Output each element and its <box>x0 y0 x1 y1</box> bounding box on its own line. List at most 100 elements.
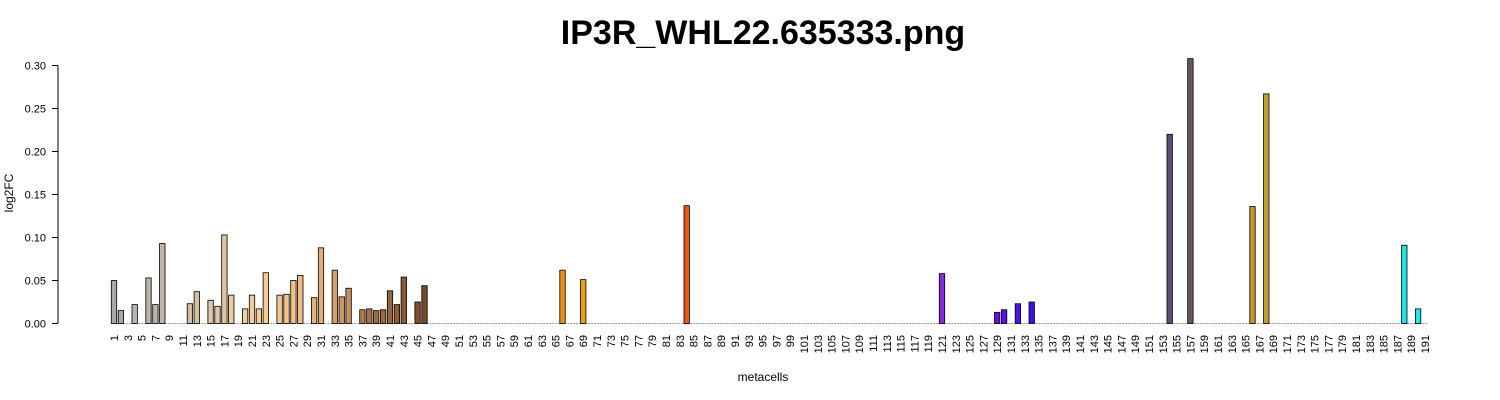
bar-metacell-37 <box>359 309 366 324</box>
bar-metacell-132 <box>1014 303 1022 324</box>
x-tick-label: 51 <box>454 335 466 347</box>
bar-metacell-28 <box>297 274 304 324</box>
chart-title: IP3R_WHL22.635333.png <box>561 14 965 52</box>
x-tick-label: 61 <box>523 335 535 347</box>
x-tick-label: 161 <box>1213 335 1225 353</box>
x-tick-label: 29 <box>302 335 314 347</box>
x-tick-label: 13 <box>192 335 204 347</box>
bar-metacell-7 <box>152 304 159 324</box>
x-tick-label: 23 <box>261 335 273 347</box>
x-tick-label: 115 <box>896 335 908 353</box>
x-tick-label: 89 <box>716 335 728 347</box>
x-tick-label: 5 <box>137 335 149 341</box>
x-tick-label: 31 <box>316 335 328 347</box>
x-tick-label: 81 <box>661 335 673 347</box>
x-tick-label: 17 <box>219 335 231 347</box>
x-tick-label: 127 <box>978 335 990 353</box>
x-tick-label: 113 <box>882 335 894 353</box>
x-tick-label: 97 <box>771 335 783 347</box>
x-tick-label: 11 <box>178 335 190 346</box>
x-tick-label: 75 <box>620 335 632 347</box>
bar-metacell-6 <box>145 277 152 324</box>
x-tick-label: 131 <box>1006 335 1018 353</box>
bar-metacell-16 <box>214 305 221 324</box>
x-tick-label: 3 <box>123 335 135 341</box>
x-tick-label: 49 <box>440 335 452 347</box>
x-tick-label: 39 <box>371 335 383 347</box>
y-tick-label: 0.15 <box>25 190 46 202</box>
x-tick-label: 21 <box>247 335 259 347</box>
x-tick-label: 139 <box>1061 335 1073 353</box>
bar-metacell-31 <box>317 247 325 324</box>
x-tick-label: 123 <box>951 335 963 353</box>
x-tick-label: 167 <box>1254 335 1266 353</box>
bar-metacell-121 <box>938 273 946 324</box>
bar-metacell-157 <box>1187 58 1194 324</box>
bar-metacell-39 <box>373 310 380 324</box>
bar-metacell-34 <box>338 296 345 324</box>
bar-metacell-18 <box>228 294 235 324</box>
x-tick-label: 173 <box>1296 335 1308 353</box>
bar-metacell-45 <box>414 301 421 324</box>
bar-metacell-15 <box>207 299 214 324</box>
x-tick-label: 85 <box>689 335 701 347</box>
x-tick-label: 77 <box>633 335 645 347</box>
x-tick-label: 69 <box>578 335 590 347</box>
x-tick-label: 59 <box>509 335 521 347</box>
bar-metacell-84 <box>683 205 690 324</box>
x-tick-label: 159 <box>1199 335 1211 353</box>
bar-metacell-168 <box>1263 93 1270 324</box>
x-axis-label: metacells <box>738 370 789 384</box>
x-tick-label: 15 <box>206 335 218 347</box>
x-tick-label: 181 <box>1351 335 1363 353</box>
bar-metacell-13 <box>193 291 200 324</box>
x-tick-label: 63 <box>537 335 549 347</box>
bars <box>110 58 1422 324</box>
bar-metacell-134 <box>1028 301 1035 324</box>
bar-metacell-2 <box>117 310 124 324</box>
bar-metacell-166 <box>1249 206 1256 324</box>
x-tick-label: 125 <box>965 335 977 353</box>
x-tick-label: 165 <box>1241 335 1253 353</box>
x-tick-label: 179 <box>1337 335 1349 353</box>
bar-metacell-69 <box>580 279 587 324</box>
x-tick-label: 157 <box>1185 335 1197 353</box>
x-tick-label: 1 <box>109 335 121 341</box>
x-tick-label: 95 <box>758 335 770 347</box>
x-tick-label: 185 <box>1379 335 1391 353</box>
x-tick-label: 183 <box>1365 335 1377 353</box>
bar-metacell-25 <box>276 294 283 324</box>
x-tick-label: 47 <box>426 335 438 347</box>
x-tick-label: 137 <box>1047 335 1059 353</box>
x-tick-label: 83 <box>675 335 687 347</box>
x-tick-label: 149 <box>1130 335 1142 353</box>
x-tick-label: 53 <box>468 335 480 347</box>
bar-metacell-30 <box>310 297 318 324</box>
x-tick-label: 177 <box>1323 335 1335 353</box>
bar-metacell-190 <box>1415 308 1422 324</box>
x-tick-label: 93 <box>744 335 756 347</box>
x-tick-label: 145 <box>1103 335 1115 353</box>
bar-metacell-23 <box>262 272 269 324</box>
x-tick-label: 187 <box>1392 335 1404 353</box>
x-tick-label: 73 <box>606 335 618 347</box>
bar-metacell-35 <box>345 287 352 324</box>
x-tick-label: 55 <box>482 335 494 347</box>
x-tick-label: 141 <box>1075 335 1087 353</box>
x-tick-label: 45 <box>413 335 425 347</box>
y-tick-label: 0.25 <box>25 104 46 116</box>
x-tick-label: 133 <box>1020 335 1032 353</box>
x-tick-label: 143 <box>1089 335 1101 353</box>
x-tick-label: 71 <box>592 335 604 347</box>
x-axis: 1 3 5 7 9 11 13 15 17 19 21 23 25 27 29 31 33 35 37 39 41 43 4… <box>109 335 1432 353</box>
bar-metacell-20 <box>241 308 249 324</box>
x-tick-label: 57 <box>495 335 507 347</box>
x-tick-label: 27 <box>288 335 300 347</box>
bar-metacell-4 <box>131 304 138 324</box>
y-axis-label: log2FC <box>2 173 16 212</box>
x-tick-label: 37 <box>357 335 369 347</box>
x-tick-label: 19 <box>233 335 245 347</box>
x-tick-label: 151 <box>1144 335 1156 353</box>
x-tick-label: 107 <box>840 335 852 353</box>
